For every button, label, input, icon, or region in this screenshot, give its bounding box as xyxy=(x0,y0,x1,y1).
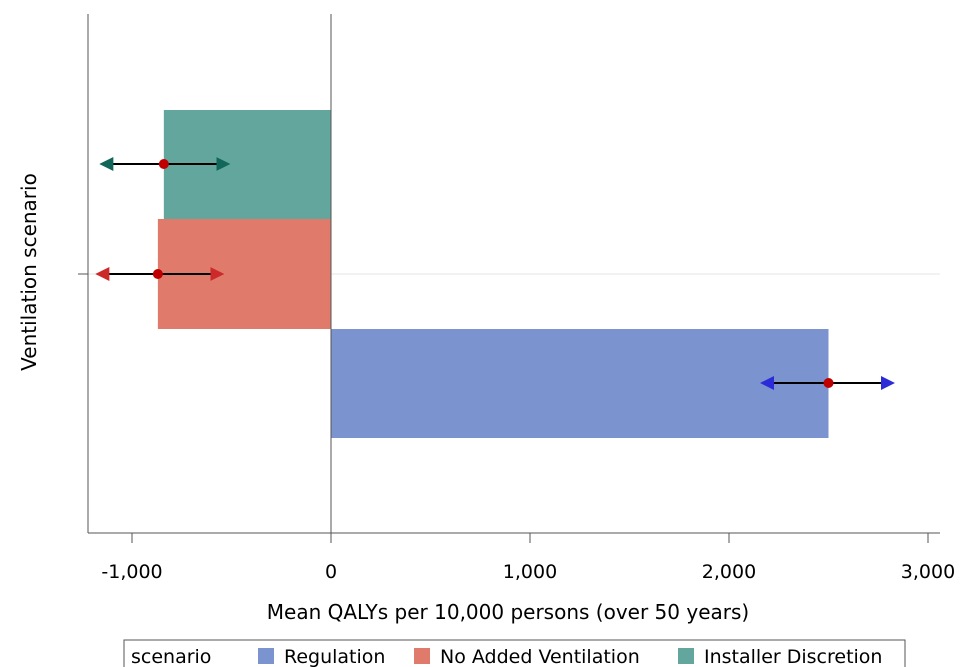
legend: scenario Regulation No Added Ventilation… xyxy=(123,639,906,667)
legend-box xyxy=(123,639,906,667)
legend-label-regulation: Regulation xyxy=(284,646,385,667)
legend-swatch-regulation xyxy=(258,648,274,664)
x-axis-ticks: -1,000 0 1,000 2,000 3,000 xyxy=(101,533,955,583)
x-tick-label: 1,000 xyxy=(503,561,557,583)
mean-point-no-added-ventilation xyxy=(152,269,163,279)
legend-label-no-added-ventilation: No Added Ventilation xyxy=(440,646,640,667)
x-tick-label: -1,000 xyxy=(101,561,162,583)
legend-swatch-no-added-ventilation xyxy=(414,648,430,664)
y-axis-title: Ventilation scenario xyxy=(17,173,41,371)
x-tick-label: 0 xyxy=(325,561,337,583)
bar-regulation xyxy=(331,329,829,438)
x-axis-title: Mean QALYs per 10,000 persons (over 50 y… xyxy=(267,600,749,624)
legend-swatch-installer-discretion xyxy=(678,648,694,664)
mean-point-regulation xyxy=(823,378,834,388)
mean-point-installer-discretion xyxy=(158,159,169,169)
x-tick-label: 3,000 xyxy=(901,561,955,583)
x-tick-label: 2,000 xyxy=(702,561,756,583)
legend-title: scenario xyxy=(131,646,211,667)
legend-label-installer-discretion: Installer Discretion xyxy=(704,646,882,667)
